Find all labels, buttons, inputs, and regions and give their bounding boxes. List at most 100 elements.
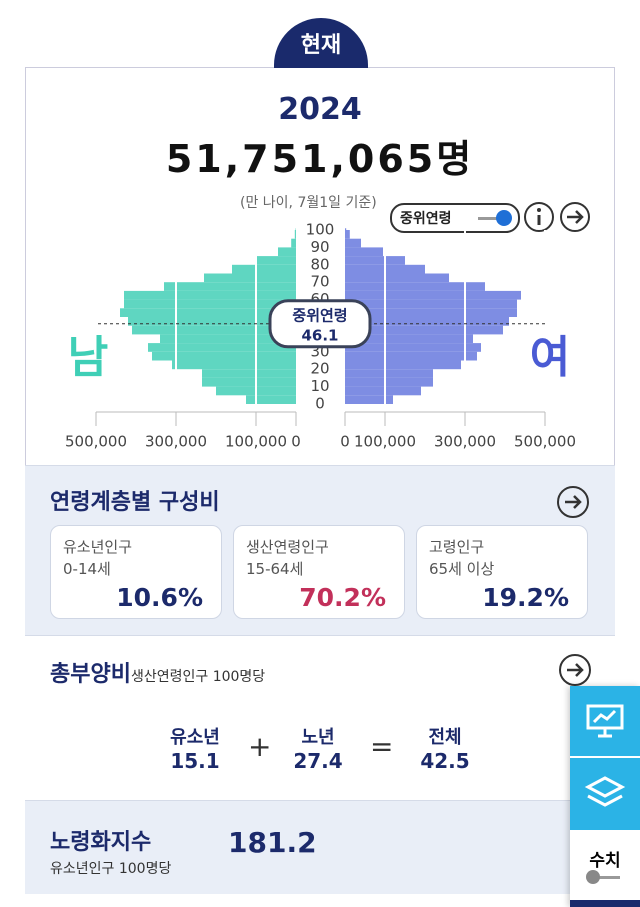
x-tick-label: 500,000 bbox=[514, 433, 576, 451]
male-bar bbox=[202, 377, 296, 387]
male-bar bbox=[278, 247, 296, 257]
female-bar bbox=[345, 386, 421, 396]
male-bar bbox=[124, 299, 296, 309]
female-bar bbox=[345, 308, 517, 317]
card-value: 10.6% bbox=[116, 583, 203, 612]
composition-title: 연령계층별 구성비 bbox=[50, 490, 220, 515]
toggle-label: 중위연령 bbox=[400, 211, 452, 227]
dependency-value: 15.1 bbox=[170, 749, 220, 773]
y-tick-label: 80 bbox=[310, 255, 329, 273]
chart-icon-lines bbox=[592, 709, 617, 738]
card-name: 생산연령인구 bbox=[246, 538, 329, 556]
female-bar bbox=[345, 282, 485, 291]
male-bar bbox=[204, 273, 296, 283]
female-bar bbox=[345, 238, 361, 248]
female-bar bbox=[345, 290, 521, 300]
toggle-track bbox=[478, 217, 498, 220]
male-bar bbox=[164, 282, 296, 291]
male-bar bbox=[232, 264, 296, 274]
card-value: 19.2% bbox=[482, 583, 569, 612]
y-tick-label: 20 bbox=[310, 360, 329, 378]
median-value: 46.1 bbox=[301, 326, 338, 344]
male-bar bbox=[148, 343, 296, 352]
x-tick-label: 100,000 bbox=[354, 433, 416, 451]
layer-icon bbox=[584, 776, 626, 807]
card-range: 65세 이상 bbox=[429, 560, 495, 578]
side-bottom bbox=[570, 900, 640, 907]
composition-card: 생산연령인구 15-64세 70.2% bbox=[233, 525, 405, 619]
female-bar bbox=[345, 360, 461, 370]
card-value: 70.2% bbox=[299, 583, 386, 612]
dependency-circle: 전체 42.5 bbox=[401, 707, 489, 795]
dependency-head: 총부양비생산연령인구 100명당 bbox=[50, 656, 265, 688]
y-tick-label: 10 bbox=[310, 377, 329, 395]
female-bar bbox=[345, 299, 517, 309]
year: 2024 bbox=[278, 92, 362, 127]
x-tick-label: 300,000 bbox=[145, 433, 207, 451]
male-bar bbox=[160, 334, 296, 344]
side-track bbox=[590, 876, 620, 879]
toggle-knob bbox=[496, 210, 512, 226]
composition-card: 고령인구 65세 이상 19.2% bbox=[416, 525, 588, 619]
equals: = bbox=[370, 730, 394, 763]
dependency-title: 총부양비 bbox=[50, 662, 131, 687]
dependency-subtitle: 생산연령인구 100명당 bbox=[130, 669, 266, 685]
female-bar bbox=[345, 334, 473, 344]
toggle[interactable]: 중위연령 bbox=[390, 203, 520, 233]
female-bar bbox=[345, 395, 393, 404]
aging-section bbox=[25, 800, 615, 894]
arrow-path bbox=[567, 663, 584, 677]
icons bbox=[524, 202, 590, 232]
female-bar bbox=[345, 247, 383, 257]
composition-card: 유소년인구 0-14세 10.6% bbox=[50, 525, 222, 619]
female-bar bbox=[345, 377, 433, 387]
badge: 현재 bbox=[274, 18, 368, 68]
median-label: 중위연령 bbox=[292, 306, 347, 324]
x-tick-label: 500,000 bbox=[65, 433, 127, 451]
layer-button[interactable] bbox=[570, 758, 640, 830]
dependency-value: 27.4 bbox=[293, 749, 343, 773]
male-bar bbox=[172, 360, 296, 370]
dependency-circle: 노년 27.4 bbox=[274, 707, 362, 795]
median-box bbox=[268, 299, 372, 349]
side-knob[interactable] bbox=[586, 870, 600, 884]
arrow-icon[interactable] bbox=[559, 654, 591, 686]
arrow-path bbox=[565, 495, 582, 509]
male-bar bbox=[124, 290, 296, 300]
aging-value: 181.2 bbox=[228, 826, 317, 859]
x-tick-label: 0 bbox=[291, 433, 301, 451]
x-tick-label: 0 bbox=[340, 433, 350, 451]
male-label: 남 bbox=[68, 332, 108, 383]
y-tick-label: 90 bbox=[310, 238, 329, 256]
x-tick-label: 100,000 bbox=[225, 433, 287, 451]
plus: + bbox=[248, 730, 272, 763]
side-label: 수치 bbox=[589, 851, 621, 871]
male-bar bbox=[152, 351, 296, 361]
section-arrows bbox=[557, 486, 591, 686]
dependency-name: 노년 bbox=[301, 727, 335, 748]
note: (만 나이, 7월1일 기준) bbox=[240, 195, 377, 211]
y-tick-label: 100 bbox=[306, 221, 335, 239]
male-bar bbox=[128, 317, 296, 326]
card-name: 유소년인구 bbox=[63, 538, 133, 556]
female-bar bbox=[345, 369, 433, 378]
dependency-value: 42.5 bbox=[420, 749, 470, 773]
pyramid: 500,000 300,000 100,000 0 0 100,000 300,000 500… bbox=[65, 221, 576, 451]
male-bar bbox=[132, 325, 296, 335]
next-arrow bbox=[567, 210, 584, 224]
male-bar bbox=[291, 238, 296, 248]
aging-title: 노령화지수 bbox=[50, 830, 152, 855]
male-bar bbox=[202, 369, 296, 378]
female-bar bbox=[345, 325, 503, 335]
y-tick-label: 0 bbox=[315, 395, 325, 413]
female-bar bbox=[345, 317, 509, 326]
male-bar bbox=[294, 230, 296, 239]
dependency-name: 유소년 bbox=[170, 727, 220, 748]
card-name: 고령인구 bbox=[429, 538, 485, 556]
info-dot bbox=[537, 208, 541, 212]
x-tick-label: 300,000 bbox=[434, 433, 496, 451]
female-bar bbox=[345, 351, 477, 361]
arrow-icon[interactable] bbox=[557, 486, 589, 518]
chart-button[interactable] bbox=[570, 686, 640, 756]
